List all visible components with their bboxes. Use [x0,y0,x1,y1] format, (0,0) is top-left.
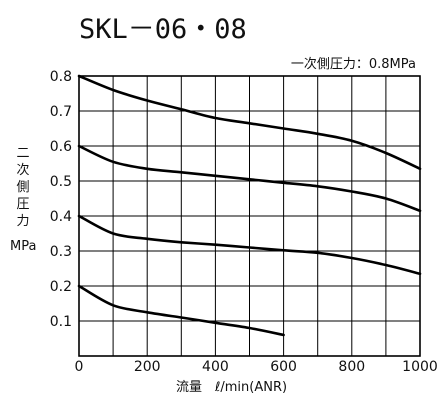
y-axis-label-char: 力 [16,214,29,229]
annotation-primary-pressure: 一次側圧力：0.8MPa [291,56,416,72]
x-tick-label: 200 [134,359,161,375]
y-tick-label: 0.1 [50,314,72,330]
x-axis-label: 流量 ℓ/min(ANR) [176,380,287,395]
series-curve-1 [77,74,422,171]
x-tick-label: 400 [202,359,229,375]
series-curve-4 [77,284,285,337]
y-axis-label-char: 圧 [16,197,29,212]
series-curve-3 [77,214,422,276]
y-axis-label-char: 次 [16,162,29,178]
curves [77,74,422,337]
x-tick-label: 1000 [402,359,438,375]
y-tick-labels: 0.1 0.2 0.3 0.4 0.5 0.6 0.7 0.8 [50,69,72,330]
y-tick-label: 0.6 [50,139,72,155]
series-curve-2 [77,144,422,213]
y-tick-label: 0.7 [50,104,72,120]
x-tick-labels: 0 200 400 600 800 1000 [75,359,438,375]
y-tick-label: 0.8 [50,69,72,85]
y-tick-label: 0.2 [50,279,72,295]
y-tick-label: 0.3 [50,244,72,260]
y-axis-label-char: 側 [16,180,29,195]
y-axis-unit: MPa [10,239,36,254]
y-tick-label: 0.5 [50,174,72,190]
y-tick-label: 0.4 [50,209,72,225]
grid [79,76,420,356]
x-tick-label: 0 [75,359,84,375]
x-tick-label: 800 [338,359,365,375]
chart-title: SKL－06・08 [79,14,247,45]
x-tick-label: 600 [270,359,297,375]
y-axis-label-char: 二 [16,146,29,161]
